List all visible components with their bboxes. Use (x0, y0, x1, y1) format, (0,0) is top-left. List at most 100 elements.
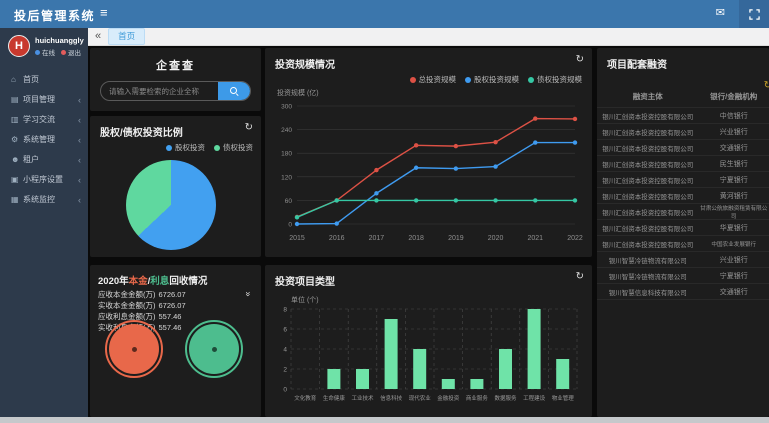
svg-text:2018: 2018 (408, 235, 424, 242)
line-y-axis-label: 投资规模 (亿) (277, 90, 319, 97)
gauge-fill (109, 324, 159, 374)
legend-item[interactable]: 股权投资规模 (465, 74, 519, 85)
stat-row: 应收本金金额(万) 6726.07 (98, 289, 186, 300)
user-icon: ☻ (11, 155, 20, 164)
avatar: H (8, 35, 30, 57)
legend-label: 股权投资 (175, 143, 205, 152)
line-panel-title: 投资规模情况 (275, 60, 335, 71)
legend-item[interactable]: 总投资规模 (409, 74, 456, 85)
refresh-icon[interactable]: ↻ (575, 271, 584, 282)
table-row: 银川汇创资本投资控股有限公司 甘肃公航旅融资租赁有限公司 (597, 204, 769, 220)
svg-text:工业技术: 工业技术 (351, 394, 374, 402)
legend-label: 债权投资规模 (537, 75, 582, 84)
monitor-icon: ▦ (11, 195, 19, 204)
logout-dot-icon (61, 50, 66, 56)
refresh-icon[interactable]: ↻ (575, 54, 584, 65)
sidebar-item-小程序设置[interactable]: ▣ 小程序设置 ‹ (0, 170, 88, 190)
user-meta: huichuanggly 在线 退出 (35, 36, 84, 57)
sidebar-item-label: 系统监控 (23, 195, 55, 204)
legend-dot-icon (409, 76, 416, 83)
recovery-panel: 2020年本金/利息回收情况 » 应收本金金额(万) 6726.07 实收本金金额(… (90, 265, 261, 417)
cell-financing-entity: 银川汇创资本投资控股有限公司 (602, 193, 694, 201)
sidebar-toggle-icon[interactable]: ≡ (100, 5, 108, 20)
svg-text:4: 4 (283, 347, 287, 354)
svg-text:2015: 2015 (289, 235, 305, 242)
stat-label: 应收利息金额(万) (98, 312, 156, 321)
home-icon: ⌂ (11, 75, 16, 84)
svg-text:数据服务: 数据服务 (494, 394, 517, 402)
project-types-panel: 投资项目类型 ↻ 单位 (个) 0 2 4 6 8 文化教育 生命健康 工业技术 信息科技 现代农… (265, 265, 592, 417)
sidebar-item-label: 系统管理 (23, 135, 55, 144)
financing-panel: 项目配套融资 ↻ 融资主体 银行/金融机构 银川汇创资本投资控股有限公司 中信银行银… (597, 48, 769, 417)
study-icon: ▥ (11, 115, 19, 124)
sidebar-item-学习交流[interactable]: ▥ 学习交流 ‹ (0, 110, 88, 130)
gauge-fill (189, 324, 239, 374)
cell-bank: 宁夏银行 (719, 176, 748, 184)
table-row: 银川智慧冷链物流有限公司 宁夏银行 (597, 268, 769, 284)
equity-debt-ratio-panel: 股权/债权投资比例 ↻ 股权投资 债权投资 (90, 116, 261, 257)
legend-item[interactable]: 债权投资规模 (528, 74, 582, 85)
top-navbar: 投后管理系统 ≡ ✉ (0, 0, 769, 28)
bar-chart: 0 2 4 6 8 文化教育 生命健康 工业技术 信息科技 现代农业 金融投资 商业服务 数据服务 工程建… (283, 307, 578, 402)
chevron-left-icon: ‹ (78, 135, 81, 145)
sidebar-item-label: 小程序设置 (23, 175, 63, 184)
gear-icon: ⚙ (11, 135, 19, 144)
search-button[interactable] (218, 82, 250, 100)
fullscreen-button[interactable] (739, 0, 769, 28)
svg-text:2017: 2017 (369, 235, 385, 242)
stat-row: 应收利息金额(万) 557.46 (98, 311, 186, 322)
stat-label: 应收本金金额(万) (98, 290, 156, 299)
financing-panel-title: 项目配套融资 (607, 60, 667, 71)
logout-link[interactable]: 退出 (61, 47, 81, 57)
svg-text:2016: 2016 (329, 235, 345, 242)
table-body: 银川汇创资本投资控股有限公司 中信银行 银川汇创资本投资控股有限公司 兴业银行 银川汇创… (597, 108, 769, 300)
svg-text:240: 240 (281, 127, 292, 134)
cell-bank: 甘肃公航旅融资租赁有限公司 (700, 205, 768, 220)
stat-value: 6726.07 (158, 290, 186, 299)
gauge (105, 320, 163, 378)
pie-chart (126, 160, 216, 250)
table-row: 银川汇创资本投资控股有限公司 交通银行 (597, 140, 769, 156)
table-row: 银川汇创资本投资控股有限公司 中信银行 (597, 108, 769, 124)
legend-dot-icon (166, 144, 172, 151)
sidebar-item-租户[interactable]: ☻ 租户 ‹ (0, 150, 88, 170)
svg-text:2022: 2022 (567, 235, 583, 242)
cell-financing-entity: 银川汇创资本投资控股有限公司 (602, 241, 694, 249)
search-input[interactable] (101, 82, 218, 100)
cell-financing-entity: 银川汇创资本投资控股有限公司 (602, 225, 694, 233)
line-legend: 总投资规模 股权投资规模 债权投资规模 (409, 74, 582, 85)
financing-table: 融资主体 银行/金融机构 银川汇创资本投资控股有限公司 中信银行 银川汇创资本投资控股… (597, 86, 769, 300)
tabs-back-icon[interactable]: « (95, 30, 102, 42)
sidebar-item-系统管理[interactable]: ⚙ 系统管理 ‹ (0, 130, 88, 150)
sidebar-item-系统监控[interactable]: ▦ 系统监控 ‹ (0, 190, 88, 210)
svg-text:生命健康: 生命健康 (323, 394, 346, 402)
svg-text:现代农业: 现代农业 (409, 394, 432, 402)
sidebar-item-首页[interactable]: ⌂ 首页 (0, 70, 88, 90)
mail-icon[interactable]: ✉ (715, 7, 725, 19)
legend-item[interactable]: 股权投资 (166, 142, 205, 153)
svg-text:0: 0 (288, 222, 292, 229)
cell-bank: 黄河银行 (719, 192, 748, 200)
cell-bank: 中国农业发展银行 (711, 241, 757, 248)
collapse-icon[interactable]: » (243, 291, 254, 297)
legend-dot-icon (214, 144, 220, 151)
search-box (100, 81, 251, 101)
online-dot-icon (35, 50, 40, 56)
tab-home[interactable]: 首页 (108, 28, 146, 45)
pie-legend: 股权投资 债权投资 (166, 142, 253, 153)
svg-text:300: 300 (281, 104, 292, 111)
stat-value: 6726.07 (158, 301, 186, 310)
svg-text:0: 0 (283, 387, 287, 394)
refresh-icon[interactable]: ↻ (763, 80, 769, 91)
sidebar-item-label: 首页 (23, 75, 39, 84)
sidebar: H huichuanggly 在线 退出 ⌂ 首页 ▤ 项目管理 ‹ ▥ 学习交流 ‹ ⚙ 系统管… (0, 28, 88, 423)
legend-item[interactable]: 债权投资 (214, 142, 253, 153)
legend-dot-icon (528, 76, 534, 83)
sidebar-item-项目管理[interactable]: ▤ 项目管理 ‹ (0, 90, 88, 110)
horizontal-scrollbar[interactable] (0, 417, 769, 423)
enterprise-search-panel: 企查查 (90, 48, 261, 111)
stat-value: 557.46 (158, 323, 182, 332)
refresh-icon[interactable]: ↻ (244, 122, 253, 133)
cell-financing-entity: 银川智慧冷链物流有限公司 (608, 257, 687, 265)
